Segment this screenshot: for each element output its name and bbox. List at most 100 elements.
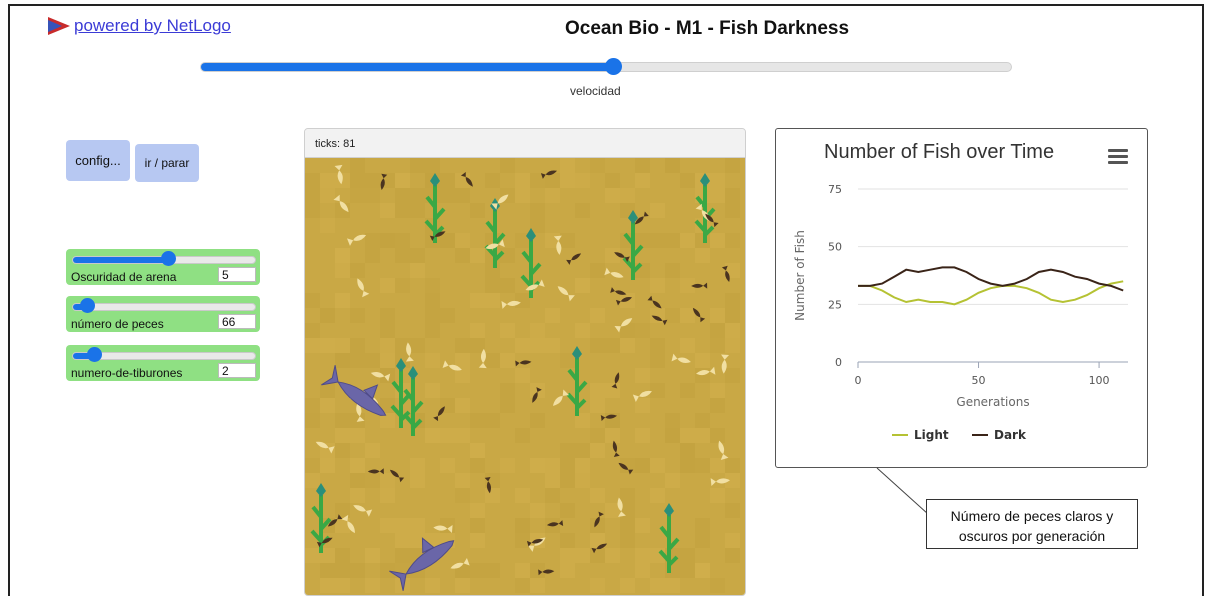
dark-fish [705, 213, 719, 228]
dark-fish [526, 539, 544, 547]
speed-slider[interactable] [200, 58, 1012, 75]
fish-count-slider[interactable]: número de peces 66 [66, 296, 260, 332]
dark-fish [691, 282, 708, 289]
dark-fish [433, 406, 445, 422]
light-fish [553, 235, 562, 255]
netlogo-link[interactable]: powered by NetLogo [48, 16, 231, 36]
slider-value[interactable]: 5 [218, 267, 256, 282]
dark-fish [484, 476, 491, 494]
legend-label-dark: Dark [994, 428, 1027, 442]
seaweed [520, 228, 542, 298]
slider-label: Oscuridad de arena [71, 270, 177, 284]
dark-fish [647, 295, 662, 309]
light-fish [671, 353, 691, 363]
x-tick-label: 50 [972, 374, 986, 387]
shark [389, 537, 455, 591]
ticks-counter: ticks: 81 [315, 138, 356, 150]
go-button[interactable]: ir / parar [135, 144, 199, 182]
light-fish [491, 194, 509, 210]
light-fish [617, 497, 626, 517]
slider-track[interactable] [72, 347, 256, 362]
light-fish [501, 300, 521, 309]
dark-fish [594, 511, 604, 528]
light-fish [478, 348, 487, 369]
light-fish [696, 366, 716, 376]
annotation-line-1: Número de peces claros y [950, 508, 1114, 524]
seaweed [658, 503, 680, 573]
dark-fish [316, 537, 333, 548]
setup-button[interactable]: config... [66, 140, 130, 181]
light-fish [357, 278, 370, 298]
light-fish [370, 372, 391, 382]
hamburger-menu-icon[interactable] [1108, 149, 1128, 165]
dark-fish [614, 252, 630, 262]
slider-thumb[interactable] [79, 298, 95, 313]
light-fish [353, 505, 373, 517]
seaweed [566, 346, 588, 416]
y-tick-label: 0 [835, 356, 842, 369]
seaweed [622, 210, 644, 280]
slider-value[interactable]: 66 [218, 314, 256, 329]
light-fish [341, 514, 355, 534]
netlogo-link-text[interactable]: powered by NetLogo [74, 16, 231, 35]
annotation-line-2: oscuros por generación [958, 528, 1106, 544]
speed-label: velocidad [570, 84, 621, 98]
dark-fish [612, 440, 620, 457]
light-fish [525, 279, 545, 291]
series-line-light [858, 280, 1124, 306]
plot-chart: 0 25 50 75 0 50 100 Generations Number of Fish Li… [793, 183, 1128, 442]
seaweed [390, 358, 412, 428]
speed-slider-thumb[interactable] [605, 58, 623, 75]
light-fish [356, 402, 365, 422]
light-fish [442, 360, 462, 371]
ticks-bar: ticks: 81 [305, 129, 745, 158]
y-tick-label: 75 [828, 183, 842, 196]
dark-fish [532, 387, 542, 403]
screenshot-frame [8, 4, 1204, 596]
x-axis-label: Generations [956, 395, 1029, 409]
dark-fish [460, 172, 473, 187]
x-tick-label: 100 [1089, 374, 1110, 387]
dark-fish [367, 468, 384, 475]
dark-fish [618, 462, 634, 475]
dark-fish [721, 265, 730, 282]
light-fish [557, 286, 575, 302]
dark-fish [692, 307, 706, 323]
speed-slider-fill [201, 63, 615, 71]
dark-fish [380, 173, 388, 191]
dark-fish [634, 211, 649, 225]
slider-track[interactable] [72, 298, 256, 313]
series-line-dark [858, 266, 1124, 292]
sand-darkness-slider[interactable]: Oscuridad de arena 5 [66, 249, 260, 285]
world-view-panel: ticks: 81 [304, 128, 746, 596]
dark-fish [389, 469, 405, 483]
model-title: Ocean Bio - M1 - Fish Darkness [565, 18, 850, 39]
light-fish [315, 441, 335, 454]
plot-title: Number of Fish over Time [824, 141, 1055, 163]
light-fish [405, 342, 414, 362]
seaweed [424, 173, 446, 243]
shark-count-slider[interactable]: numero-de-tiburones 2 [66, 345, 260, 381]
slider-thumb[interactable] [161, 251, 177, 266]
dark-fish [429, 231, 446, 242]
seaweed [402, 366, 424, 436]
seaweed [310, 483, 332, 553]
y-tick-label: 25 [828, 298, 842, 311]
y-axis-label: Number of Fish [793, 230, 807, 321]
light-fish [347, 234, 367, 246]
slider-thumb[interactable] [86, 347, 102, 362]
world-view[interactable] [305, 158, 745, 595]
slider-label: numero-de-tiburones [71, 366, 183, 380]
slider-value[interactable]: 2 [218, 363, 256, 378]
slider-track[interactable] [72, 251, 256, 266]
dark-fish [610, 287, 627, 295]
dark-fish [515, 360, 532, 367]
legend-label-light: Light [914, 428, 949, 442]
x-tick-label: 0 [855, 374, 862, 387]
light-fish [333, 194, 349, 213]
light-fish [450, 557, 470, 569]
dark-fish [327, 514, 343, 527]
light-fish [632, 390, 652, 402]
dark-fish [615, 297, 633, 306]
light-fish [604, 267, 624, 278]
